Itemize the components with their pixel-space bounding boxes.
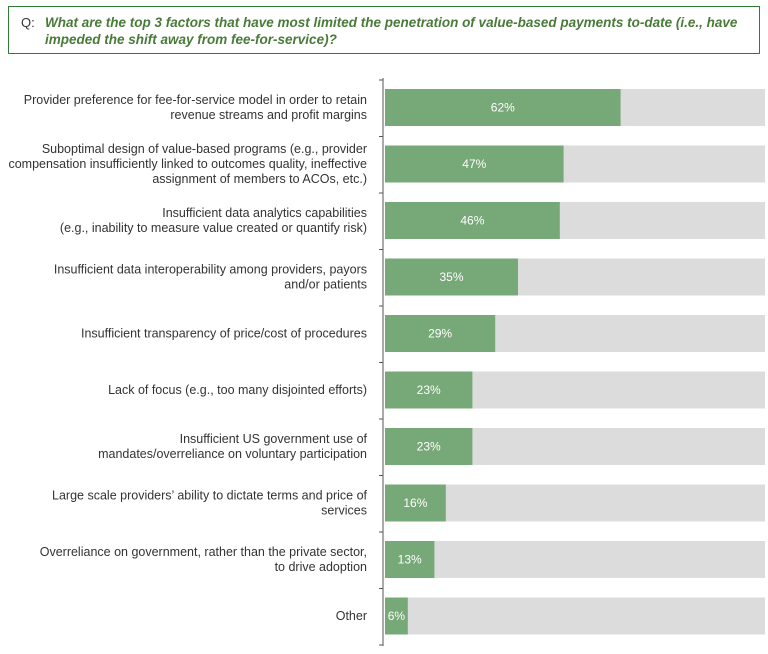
bar — [385, 371, 473, 409]
category-label: Insufficient US government use of mandate… — [98, 432, 367, 461]
bar — [385, 258, 518, 296]
category-label: Insufficient data analytics capabilities… — [60, 206, 367, 235]
value-label: 23% — [417, 383, 441, 397]
value-label: 46% — [460, 214, 484, 228]
category-label: Insufficient data interoperability among… — [54, 263, 367, 292]
category-label: Lack of focus (e.g., too many disjointed… — [108, 383, 367, 397]
bar-track — [385, 541, 765, 578]
question-text: What are the top 3 factors that have mos… — [45, 15, 738, 47]
value-label: 16% — [403, 496, 427, 510]
bar — [385, 145, 564, 183]
value-label: 62% — [491, 101, 515, 115]
value-label: 35% — [439, 270, 463, 284]
value-label: 23% — [417, 440, 441, 454]
category-label: Overreliance on government, rather than … — [40, 545, 367, 574]
value-label: 29% — [428, 327, 452, 341]
question-box: Q: What are the top 3 factors that have … — [8, 6, 760, 54]
bar — [385, 202, 560, 239]
category-label: Large scale providers’ ability to dictat… — [52, 489, 367, 518]
bar — [385, 315, 496, 352]
bar-track — [385, 484, 765, 522]
category-label: Provider preference for fee-for-service … — [24, 93, 367, 122]
value-label: 13% — [398, 553, 422, 567]
question-prefix: Q: — [21, 15, 35, 30]
value-label: 6% — [388, 609, 406, 623]
category-label: Other — [336, 609, 367, 623]
value-label: 47% — [462, 157, 486, 171]
bar — [385, 597, 408, 635]
category-label: Insufficient transparency of price/cost … — [81, 327, 367, 341]
bar — [385, 541, 435, 578]
category-label: Suboptimal design of value-based program… — [8, 142, 367, 186]
bar-track — [385, 597, 765, 635]
bar — [385, 484, 446, 522]
bar — [385, 89, 621, 126]
bar — [385, 428, 473, 465]
